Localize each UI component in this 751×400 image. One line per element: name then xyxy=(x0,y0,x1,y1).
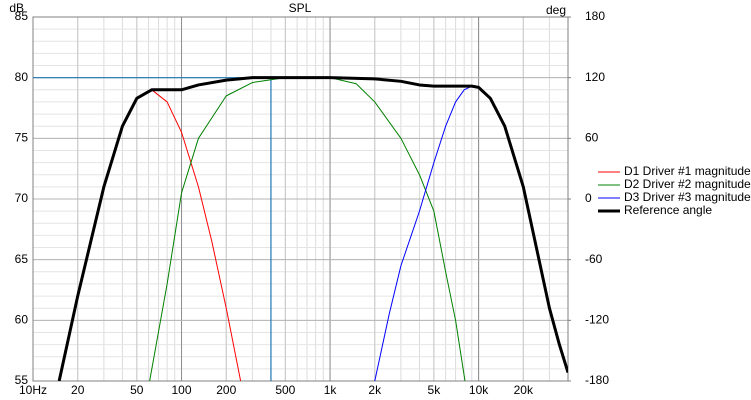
y-tick-label: 85 xyxy=(15,9,29,23)
x-tick-label: 200 xyxy=(216,383,236,397)
y2-tick-label: 60 xyxy=(585,131,599,145)
series-line xyxy=(149,77,466,381)
legend-label: D1 Driver #1 magnitude xyxy=(624,164,751,178)
y-tick-label: 80 xyxy=(15,70,29,84)
y2-tick-label: -120 xyxy=(585,313,609,327)
legend-label: D3 Driver #3 magnitude xyxy=(624,190,751,204)
x-tick-label: 100 xyxy=(172,383,192,397)
x-tick-label: 2k xyxy=(368,383,382,397)
x-tick-label: 10Hz xyxy=(19,383,47,397)
plot-frame xyxy=(32,16,569,382)
legend-label: Reference angle xyxy=(624,203,712,217)
x-tick-label: 20 xyxy=(71,383,85,397)
x-tick-label: 5k xyxy=(428,383,442,397)
y-tick-label: 65 xyxy=(15,252,29,266)
y-tick-label: 75 xyxy=(15,131,29,145)
y-tick-label: 60 xyxy=(15,313,29,327)
y-tick-label: 70 xyxy=(15,191,29,205)
series-line xyxy=(57,76,568,381)
y-tick-label: 55 xyxy=(15,373,29,387)
x-tick-label: 1k xyxy=(324,383,338,397)
y2-tick-label: 120 xyxy=(585,70,605,84)
legend-label: D2 Driver #2 magnitude xyxy=(624,177,751,191)
x-tick-label: 10k xyxy=(469,383,489,397)
y2-tick-label: 0 xyxy=(585,191,592,205)
y2-tick-label: -60 xyxy=(585,252,603,266)
y2-tick-label: -180 xyxy=(585,373,609,387)
y-axis-label: dB xyxy=(9,1,24,15)
chart-title: SPL xyxy=(289,1,312,15)
y2-tick-label: 180 xyxy=(585,9,605,23)
x-tick-label: 20k xyxy=(514,383,534,397)
x-tick-label: 50 xyxy=(130,383,144,397)
x-tick-label: 500 xyxy=(275,383,295,397)
y2-axis-label: deg xyxy=(546,3,566,17)
